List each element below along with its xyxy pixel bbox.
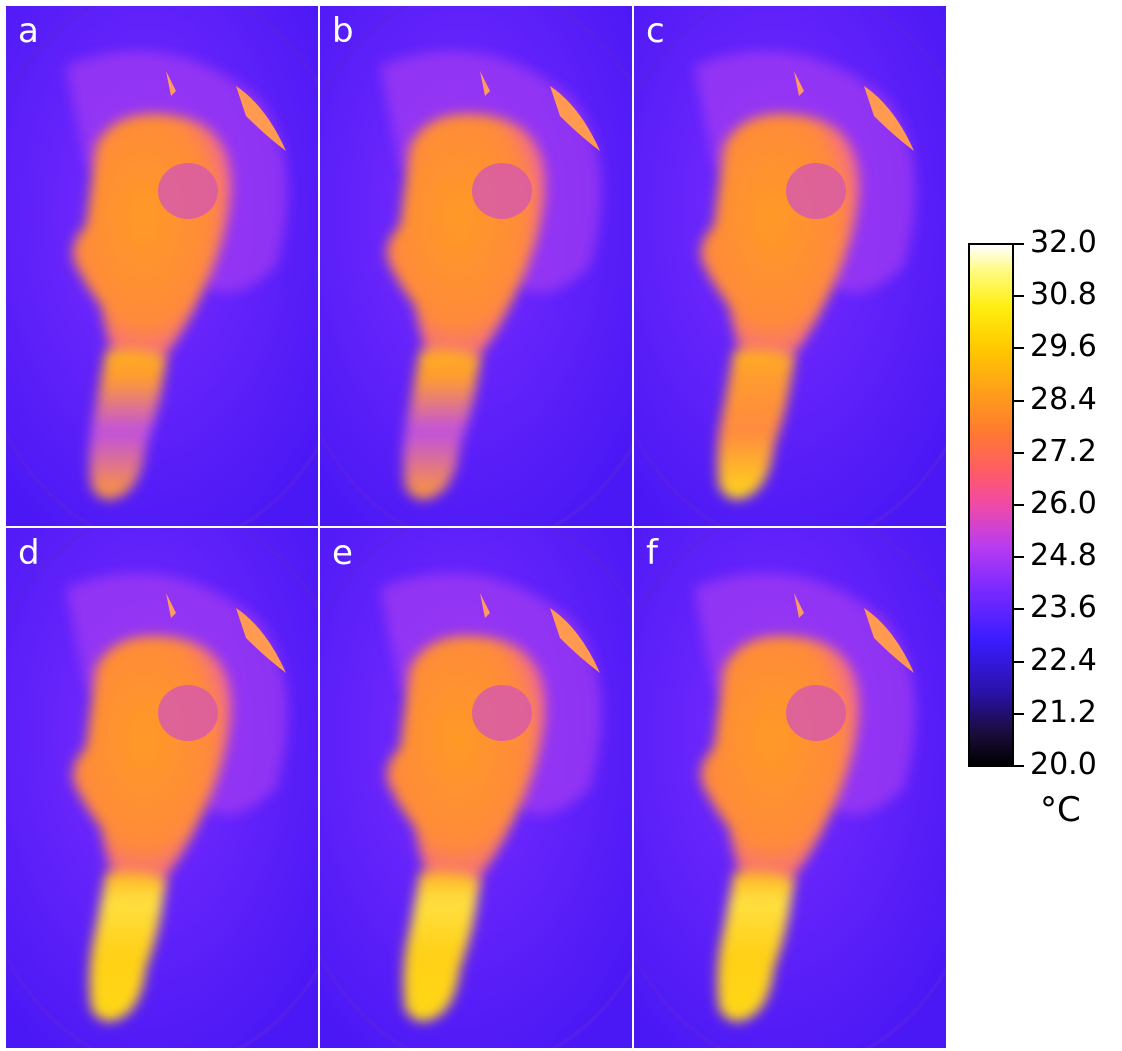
colorbar-tick (1014, 504, 1024, 506)
colorbar-tick-label: 23.6 (1030, 590, 1097, 625)
colorbar-tick (1014, 765, 1024, 767)
thermal-image (6, 6, 318, 526)
circular-spot (786, 685, 846, 741)
circular-spot (786, 163, 846, 219)
circular-spot (472, 163, 532, 219)
colorbar-tick-label: 22.4 (1030, 643, 1097, 678)
stem (89, 349, 166, 500)
colorbar-tick (1014, 347, 1024, 349)
top-glow (480, 593, 490, 618)
colorbar-tick-label: 27.2 (1030, 434, 1097, 469)
thermal-panel-c: c (634, 6, 946, 526)
thermal-panel-f: f (634, 528, 946, 1048)
colorbar-tick (1014, 608, 1024, 610)
colorbar-tick (1014, 400, 1024, 402)
colorbar-unit: °C (1040, 790, 1081, 830)
thermal-image (634, 528, 946, 1048)
panel-label: b (332, 11, 354, 51)
panel-label: a (18, 11, 39, 51)
top-glow (166, 71, 176, 96)
panel-label: e (332, 533, 353, 573)
top-glow (480, 71, 490, 96)
colorbar-tick-label: 29.6 (1030, 329, 1097, 364)
panel-label: d (18, 533, 40, 573)
circular-spot (158, 163, 218, 219)
circular-spot (158, 685, 218, 741)
temperature-colorbar: 32.0 30.8 29.6 28.4 27.2 26.0 24.8 23.6 22.4 21.2… (968, 228, 1097, 780)
thermal-image (320, 6, 632, 526)
edge-glow (864, 86, 914, 151)
stem (717, 871, 794, 1022)
colorbar-tick-label: 32.0 (1030, 225, 1097, 260)
panel-label: c (646, 11, 665, 51)
top-glow (166, 593, 176, 618)
colorbar-tick (1014, 243, 1024, 245)
top-glow (794, 593, 804, 618)
circular-spot (472, 685, 532, 741)
thermal-panel-a: a (6, 6, 318, 526)
stem (403, 871, 480, 1022)
thermal-image (634, 6, 946, 526)
stem (89, 871, 166, 1022)
stem (403, 349, 480, 500)
colorbar-tick-label: 30.8 (1030, 277, 1097, 312)
edge-glow (550, 608, 600, 673)
stem (717, 349, 794, 500)
thermal-panel-d: d (6, 528, 318, 1048)
thermal-panel-b: b (320, 6, 632, 526)
colorbar-tick (1014, 713, 1024, 715)
colorbar-tick-label: 26.0 (1030, 486, 1097, 521)
edge-glow (550, 86, 600, 151)
colorbar-tick (1014, 452, 1024, 454)
colorbar-gradient (968, 243, 1014, 767)
colorbar-tick (1014, 556, 1024, 558)
edge-glow (864, 608, 914, 673)
top-glow (794, 71, 804, 96)
colorbar-tick-label: 21.2 (1030, 695, 1097, 730)
thermal-panel-e: e (320, 528, 632, 1048)
panel-label: f (646, 533, 658, 573)
thermal-image (320, 528, 632, 1048)
colorbar-tick-label: 24.8 (1030, 538, 1097, 573)
thermal-image (6, 528, 318, 1048)
colorbar-tick-label: 20.0 (1030, 747, 1097, 782)
colorbar-tick (1014, 661, 1024, 663)
edge-glow (236, 86, 286, 151)
edge-glow (236, 608, 286, 673)
colorbar-tick-label: 28.4 (1030, 382, 1097, 417)
colorbar-tick (1014, 295, 1024, 297)
